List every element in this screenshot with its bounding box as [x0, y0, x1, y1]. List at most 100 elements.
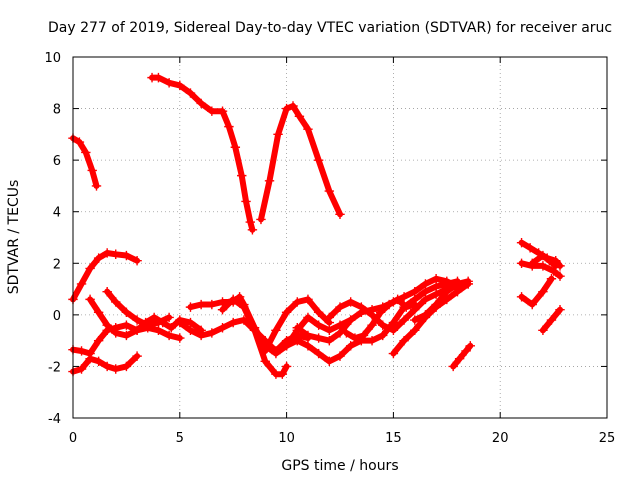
- data-point: [76, 364, 87, 374]
- data-point: [239, 315, 249, 325]
- data-point: [410, 299, 420, 310]
- data-point: [292, 323, 302, 333]
- data-point: [324, 312, 335, 323]
- data-point: [132, 325, 142, 336]
- data-point: [91, 181, 102, 191]
- data-point: [303, 294, 313, 305]
- data-point: [207, 328, 217, 338]
- data-point: [303, 341, 313, 351]
- data-point: [442, 276, 452, 287]
- data-point: [175, 333, 185, 343]
- data-point: [538, 261, 548, 271]
- series-trace: [258, 103, 343, 223]
- data-point: [292, 335, 302, 346]
- data-point: [335, 302, 345, 312]
- data-point: [538, 286, 548, 297]
- data-point: [239, 302, 249, 312]
- data-point: [185, 325, 196, 336]
- chart-title: Day 277 of 2019, Sidereal Day-to-day VTE…: [48, 20, 612, 36]
- data-point: [465, 341, 475, 351]
- data-point: [420, 279, 431, 289]
- data-point: [260, 346, 270, 356]
- data-point: [121, 330, 132, 341]
- data-point: [527, 299, 537, 310]
- data-point: [224, 121, 234, 132]
- grid: [73, 57, 607, 418]
- data-point: [367, 310, 377, 320]
- data-point: [384, 299, 394, 310]
- data-point: [81, 147, 91, 158]
- data-point: [196, 299, 206, 310]
- data-point: [196, 330, 206, 341]
- x-axis-label: GPS time / hours: [281, 458, 398, 474]
- data-point: [303, 124, 313, 134]
- data-point: [324, 325, 335, 336]
- data-point: [111, 364, 121, 374]
- data-point: [367, 320, 377, 330]
- data-point: [410, 315, 420, 325]
- data-point: [345, 341, 356, 351]
- data-point: [111, 328, 121, 338]
- data-point: [121, 250, 132, 261]
- data-point: [85, 263, 95, 274]
- data-point: [420, 294, 431, 305]
- data-point: [166, 323, 176, 333]
- data-point: [256, 214, 266, 225]
- data-point: [544, 256, 555, 266]
- data-point: [378, 330, 388, 341]
- data-point: [164, 78, 174, 88]
- data-point: [185, 317, 196, 328]
- data-point: [281, 361, 292, 372]
- y-tick-label: -4: [48, 412, 61, 427]
- data-point: [448, 361, 458, 372]
- data-point: [153, 317, 164, 328]
- series-arc-f: [68, 351, 142, 377]
- data-point: [121, 320, 132, 330]
- series-trace: [529, 252, 559, 269]
- data-point: [452, 286, 463, 297]
- series-arc-m: [281, 276, 463, 366]
- y-tick-label: 8: [53, 103, 61, 118]
- data-point: [527, 258, 537, 268]
- data-point: [388, 348, 399, 359]
- data-point: [548, 266, 559, 276]
- data-point: [217, 106, 228, 116]
- series-arc-w: [516, 274, 557, 310]
- data-point: [93, 335, 104, 346]
- data-point: [538, 250, 548, 261]
- series-trace: [450, 342, 474, 370]
- data-point: [175, 80, 185, 91]
- series-trace: [219, 296, 290, 378]
- data-point: [185, 302, 196, 312]
- data-point: [247, 225, 258, 235]
- data-point: [538, 325, 548, 336]
- data-point: [516, 258, 527, 268]
- data-point: [164, 312, 174, 323]
- data-point: [228, 317, 238, 328]
- data-point: [277, 369, 288, 379]
- data-point: [345, 297, 356, 307]
- data-point: [431, 299, 441, 310]
- data-point: [313, 320, 324, 330]
- data-point: [281, 103, 292, 114]
- data-point: [388, 325, 399, 336]
- data-point: [288, 101, 298, 111]
- plot-frame: [72, 56, 608, 419]
- data-point: [375, 307, 386, 317]
- data-point: [401, 302, 411, 312]
- data-point: [132, 351, 142, 361]
- data-point: [358, 330, 369, 341]
- series-arc-k: [217, 294, 292, 379]
- data-point: [241, 196, 251, 207]
- data-point: [324, 186, 335, 196]
- data-point: [461, 346, 471, 356]
- series-arc-v: [527, 250, 561, 271]
- x-tick-label: 25: [599, 431, 616, 446]
- data-point: [245, 217, 255, 227]
- series-arc-g: [85, 294, 185, 343]
- data-point: [546, 274, 557, 284]
- data-point: [111, 297, 121, 307]
- data-point: [399, 315, 409, 325]
- series-arc-r: [410, 276, 473, 325]
